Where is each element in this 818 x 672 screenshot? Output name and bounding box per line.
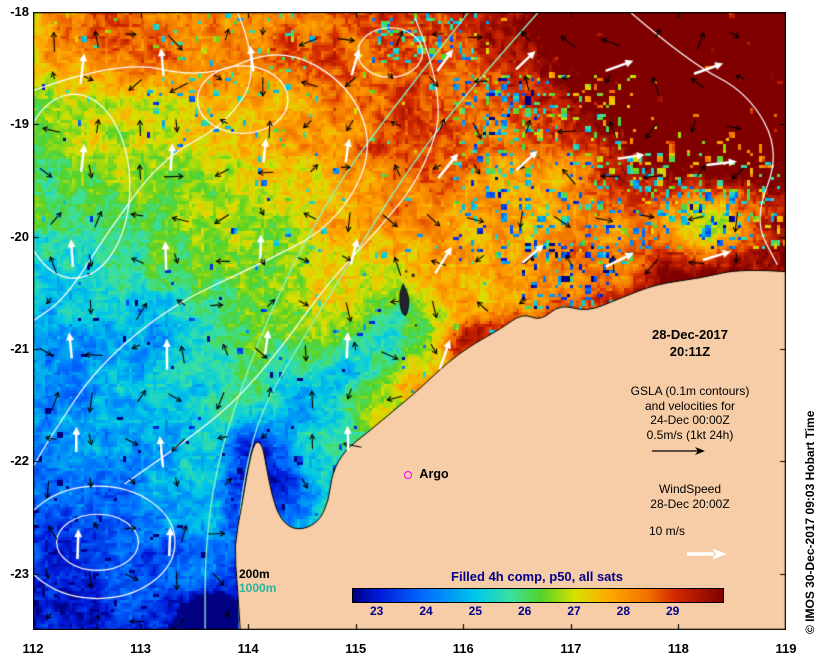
colorbar-tick-label: 25 [468,604,482,618]
sst-map-canvas [33,12,786,630]
colorbar-tick-label: 27 [567,604,581,618]
x-tick-label: 115 [345,641,367,656]
imos-credit: © IMOS 30-Dec-2017 09:03 Hobart Time [803,410,817,634]
wind-line-1: WindSpeed [658,482,722,496]
x-tick-label: 118 [667,641,689,656]
gsla-line-4: 0.5m/s (1kt 24h) [646,427,734,442]
y-tick-label: -20 [10,228,29,244]
depth-1000m-label: 1000m [239,581,277,595]
gsla-line-1: GSLA (0.1m contours) [630,384,750,398]
y-tick-label: -18 [10,4,29,19]
depth-200m-label: 200m [239,567,270,581]
depth-contour-legend: 200m 1000m [239,567,276,595]
gsla-line-3: 24-Dec 00:00Z [650,413,730,427]
y-tick-label: -21 [10,341,29,357]
argo-float-marker [404,470,413,479]
x-tick-label: 112 [22,641,44,656]
colorbar-tick-label: 29 [665,604,680,618]
x-tick-label: 116 [452,641,474,656]
x-tick-label: 113 [130,641,152,656]
colorbar [352,588,724,603]
y-tick-label: -23 [10,565,29,581]
x-tick-label: 117 [560,641,582,656]
colorbar-tick-label: 24 [419,604,433,618]
colorbar-tick-label: 23 [369,604,384,618]
x-tick-label: 114 [237,641,259,656]
argo-label: Argo [419,466,449,481]
date-text: 28-Dec-2017 [652,327,728,342]
wind-scale-arrow-icon [687,548,727,560]
wind-line-2: 28-Dec 20:00Z [650,497,730,511]
colorbar-tick-label: 28 [616,604,630,618]
y-tick-label: -22 [10,453,29,469]
colorbar-tick-label: 26 [517,604,532,618]
colorbar-title: Filled 4h comp, p50, all sats [451,569,623,584]
gsla-line-2: and velocities for [644,398,736,413]
windspeed-annotation: WindSpeed 28-Dec 20:00Z [632,482,748,512]
gsla-annotation: GSLA (0.1m contours) and velocities for … [607,384,773,442]
velocity-scale-arrow-icon [652,447,705,455]
timestamp-annotation: 28-Dec-2017 20:11Z [637,326,743,360]
time-text: 20:11Z [669,344,711,359]
x-tick-label: 119 [775,641,797,656]
y-tick-label: -19 [10,116,29,132]
windspeed-value: 10 m/s [648,524,685,538]
